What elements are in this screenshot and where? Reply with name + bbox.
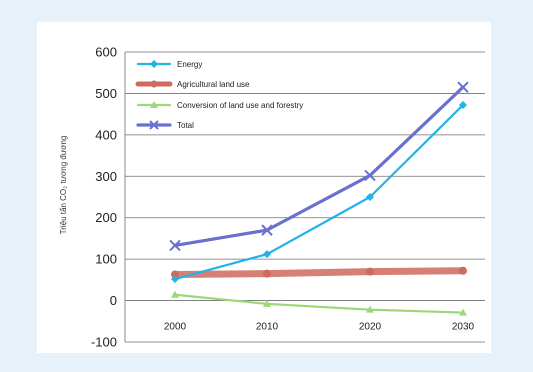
y-tick-label: 600 [95, 45, 117, 60]
y-tick-label: 100 [95, 252, 117, 267]
data-point [459, 266, 467, 275]
data-point [366, 267, 374, 276]
data-point [459, 101, 467, 110]
axes: -100 0 100 200 300 400 500 600 2000 2010 2020 2030 [91, 45, 475, 350]
data-point [263, 299, 271, 307]
y-tick-label: 300 [95, 169, 117, 184]
data-point [263, 269, 271, 278]
legend-marker [150, 101, 158, 108]
series-group [169, 81, 469, 316]
legend-marker [150, 60, 158, 68]
legend-item: Total [136, 120, 194, 130]
gridlines [125, 51, 485, 343]
series-line [173, 293, 465, 314]
x-tick-label: 2000 [164, 322, 187, 333]
data-point [171, 290, 179, 298]
x-tick-label: 2010 [256, 322, 279, 333]
y-tick-label: -100 [91, 335, 117, 350]
y-tick-label: 400 [95, 127, 117, 142]
data-point [261, 224, 273, 236]
data-point [364, 169, 376, 182]
legend-item: Conversion of land use and forestry [136, 101, 303, 110]
legend-label: Conversion of land use and forestry [177, 101, 303, 110]
legend-label: Energy [177, 60, 202, 69]
y-tick-label: 0 [110, 293, 117, 308]
legend-item: Energy [136, 60, 202, 69]
legend-label: Total [177, 121, 194, 130]
x-tick-label: 2030 [452, 322, 475, 333]
series-line [173, 85, 465, 248]
data-point [366, 305, 374, 313]
legend-marker [149, 120, 159, 130]
legend-marker [150, 80, 158, 88]
legend-label: Agricultural land use [177, 80, 250, 89]
y-tick-label: 200 [95, 210, 117, 225]
series-line [171, 267, 467, 278]
data-point [459, 308, 467, 316]
x-tick-label: 2020 [359, 322, 382, 333]
data-point [169, 239, 181, 252]
y-axis-label: Triệu tấn CO₂ tương đương [59, 136, 68, 235]
chart-background [37, 22, 491, 353]
legend-item: Agricultural land use [135, 80, 250, 89]
data-point [171, 275, 179, 284]
data-point [366, 193, 374, 201]
series-line [173, 103, 465, 281]
data-point [457, 81, 469, 93]
data-point [263, 250, 271, 259]
y-tick-label: 500 [95, 86, 117, 101]
data-point [171, 270, 179, 279]
legend: Energy Agricultural land use Conversion of… [135, 60, 303, 130]
